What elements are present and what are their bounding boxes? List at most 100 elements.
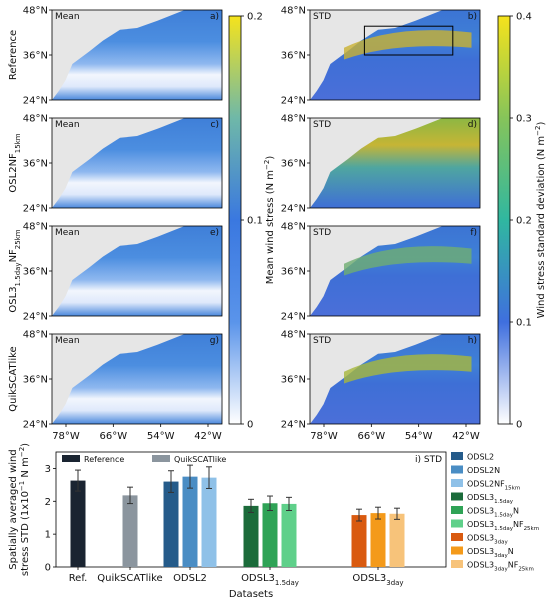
map-ocean: [52, 10, 222, 100]
legend-swatch: [451, 465, 463, 474]
bar: [182, 476, 198, 567]
panel-letter: d): [468, 120, 477, 130]
y-tick-label: 0: [45, 563, 51, 574]
map-ocean: [52, 334, 222, 424]
lon-tick-label: 54°W: [147, 431, 175, 442]
legend-swatch: [62, 455, 80, 462]
lat-tick-label: 48°N: [281, 330, 306, 341]
x-tick-label: ODSL2: [173, 573, 207, 584]
lon-tick-label: 78°W: [52, 431, 80, 442]
colorbar-tick-label: 0.4: [516, 12, 532, 23]
gulf-stream-band: [344, 354, 472, 384]
bar-chart: 0 1 2 3 Ref. QuikSCATlike ODSL2 ODSL31.5day ODSL…: [8, 443, 539, 600]
lat-tick-label: 24°N: [281, 312, 306, 323]
legend-label: ODSL33dayNF25km: [467, 561, 534, 573]
x-tick-label: Ref.: [69, 573, 88, 584]
lon-tick-label: 66°W: [100, 431, 128, 442]
lat-tick-label: 24°N: [23, 204, 48, 215]
gulf-stream-band: [344, 246, 472, 276]
lat-tick-label: 36°N: [23, 159, 48, 170]
legend-swatch: [451, 492, 463, 501]
map-ocean: [310, 118, 480, 208]
colorbar-scale: [228, 15, 242, 425]
bar: [163, 481, 179, 567]
std-map-2: 48°N 36°N 24°N STD d): [281, 114, 481, 215]
x-axis-label: Datasets: [229, 589, 273, 600]
y-axis-label-line1: Spatially averaged wind: [8, 449, 19, 569]
panel-letter: a): [210, 12, 219, 22]
map-ocean: [52, 118, 222, 208]
std-map-3: 48°N 36°N 24°N STD f): [281, 222, 481, 323]
bar: [122, 495, 138, 567]
lon-tick-label: 42°W: [452, 431, 480, 442]
lat-tick-label: 48°N: [23, 6, 48, 17]
region-box: [363, 25, 454, 56]
legend-swatch: [152, 455, 170, 462]
mean-tag: Mean: [55, 228, 80, 238]
lat-tick-label: 48°N: [281, 222, 306, 233]
legend-label: Reference: [84, 455, 124, 464]
legend-swatch: [451, 533, 463, 541]
std-tag: STD: [313, 336, 331, 346]
mean-map-3: 48°N 36°N 24°N Mean e): [23, 222, 223, 323]
lat-tick-label: 24°N: [281, 96, 306, 107]
panel-letter: h): [468, 336, 477, 346]
lat-tick-label: 36°N: [281, 267, 306, 278]
colorbar-tick-label: 0.3: [516, 114, 532, 125]
y-tick-label: 2: [45, 497, 51, 508]
colorbar-tick-label: 0.1: [516, 318, 532, 329]
colorbar-tick-label: 0.2: [247, 12, 263, 23]
mean-map-1: 48°N 36°N 24°N Mean a): [23, 6, 223, 107]
panel-letter: c): [211, 120, 219, 130]
lat-tick-label: 48°N: [23, 114, 48, 125]
panel-letter: e): [210, 228, 219, 238]
colorbar-label: Mean wind stress (N m−2): [263, 156, 276, 285]
colorbar-label: Wind stress standard deviation (N m−2): [534, 122, 547, 319]
lon-tick-label: 66°W: [358, 431, 386, 442]
lon-tick-label: 42°W: [194, 431, 222, 442]
mean-tag: Mean: [55, 336, 80, 346]
row-label: QuikSCATlike: [8, 346, 19, 411]
lat-tick-label: 36°N: [281, 51, 306, 62]
std-map-1: 48°N 36°N 24°N STD b): [281, 6, 481, 107]
legend-label: QuikSCATlike: [174, 455, 226, 464]
row-label: Reference: [8, 30, 19, 80]
lat-tick-label: 48°N: [281, 6, 306, 17]
mean-tag: Mean: [55, 120, 80, 130]
bar: [70, 480, 86, 567]
std-map-4: 48°N 36°N 24°N STD h): [281, 330, 481, 431]
lat-tick-label: 48°N: [281, 114, 306, 125]
y-tick-label: 3: [45, 464, 51, 475]
legend-swatch: [451, 519, 463, 528]
legend-swatch: [451, 506, 463, 514]
colorbar-tick-label: 0: [247, 420, 253, 431]
y-tick-label: 1: [45, 530, 51, 541]
bar: [281, 503, 297, 567]
lat-tick-label: 24°N: [23, 420, 48, 431]
mean-map-2: 48°N 36°N 24°N Mean c): [23, 114, 223, 215]
legend-label: ODSL2NF15km: [467, 480, 520, 492]
lat-tick-label: 48°N: [23, 330, 48, 341]
panel-letter: f): [470, 228, 477, 238]
bar: [389, 513, 405, 567]
y-axis-label-line2: stress STD (1x10−1 N m−2): [18, 443, 31, 576]
x-tick-label: ODSL31.5day: [241, 573, 299, 587]
legend-label: ODSL31.5dayN: [467, 507, 519, 519]
lat-tick-label: 36°N: [23, 375, 48, 386]
lat-tick-label: 24°N: [281, 204, 306, 215]
x-tick-label: QuikSCATlike: [97, 573, 162, 584]
lat-tick-label: 48°N: [23, 222, 48, 233]
bar: [351, 515, 367, 567]
row-label: OSL2NF15km: [8, 133, 22, 192]
lat-tick-label: 36°N: [281, 375, 306, 386]
x-tick-label: ODSL33day: [352, 573, 403, 587]
mean-map-4: 48°N 36°N 24°N Mean g): [23, 330, 223, 431]
std-tag: STD: [313, 120, 331, 130]
legend-swatch: [451, 546, 463, 555]
bar: [370, 513, 386, 567]
lat-tick-label: 24°N: [281, 420, 306, 431]
chart-panel-label: i) STD: [415, 455, 442, 465]
map-ocean: [52, 226, 222, 316]
std-tag: STD: [313, 12, 331, 22]
colorbar-tick-label: 0: [516, 420, 522, 431]
